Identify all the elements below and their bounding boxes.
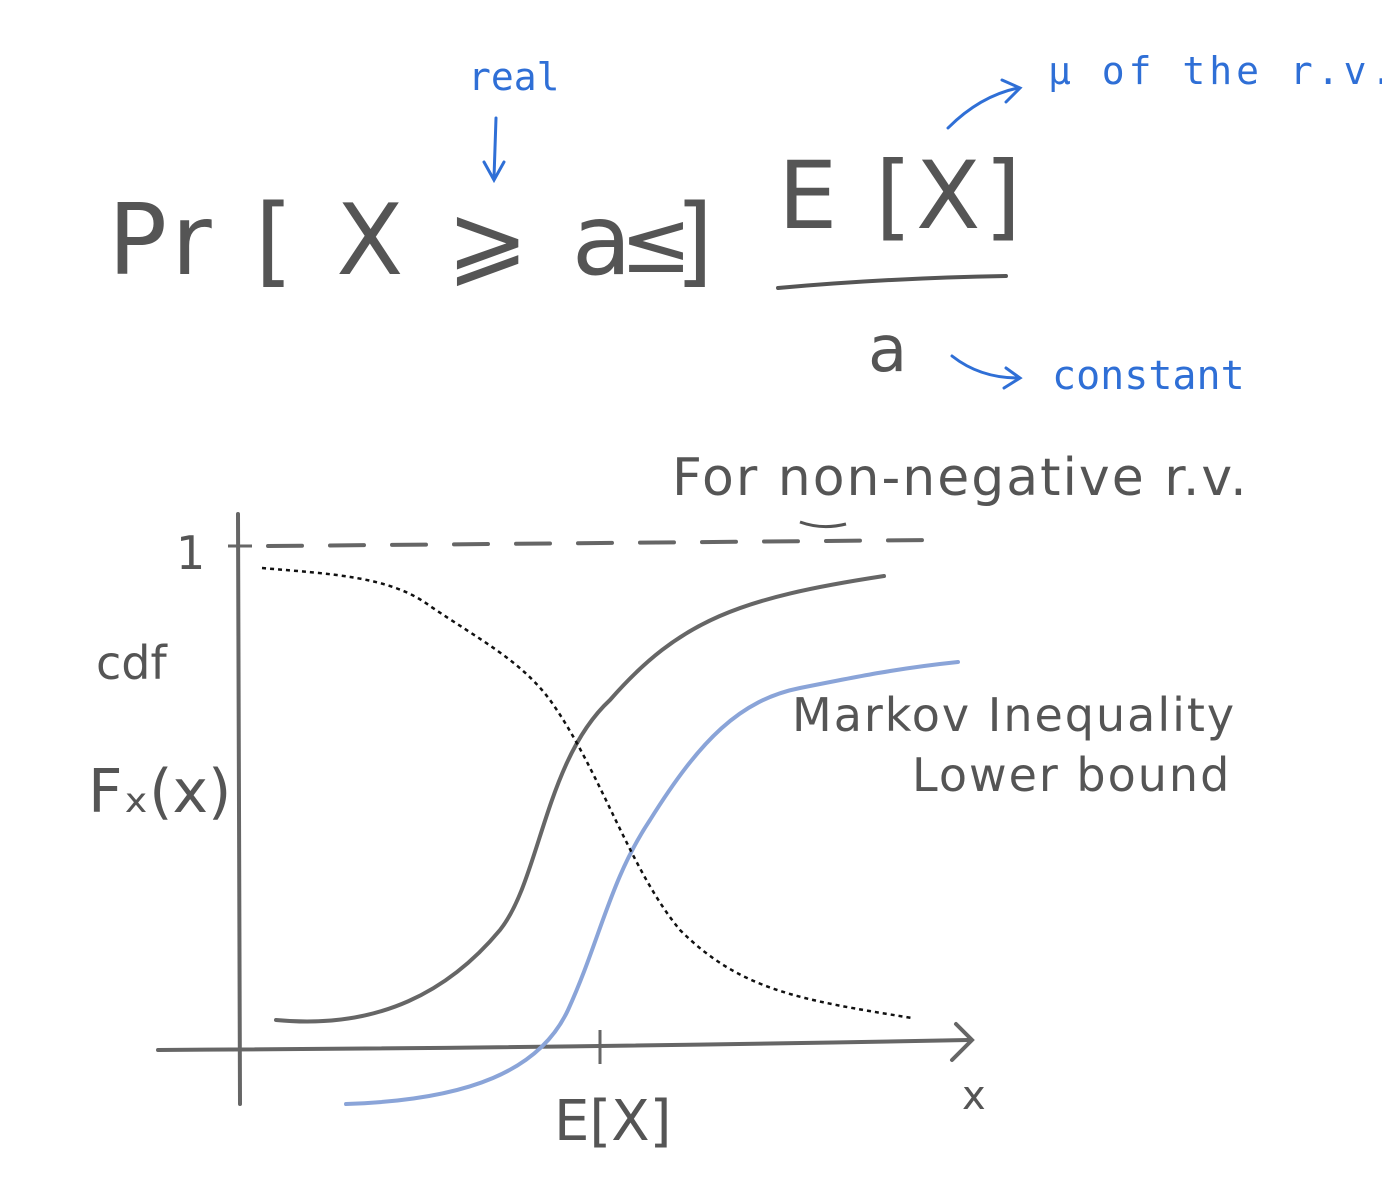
complement-dotted-curve [261, 566, 913, 1020]
annotation-mean: μ of the r.v. [1048, 49, 1382, 93]
annotation-constant: constant [1052, 353, 1245, 399]
x-axis-arrowhead-icon [950, 1022, 975, 1062]
y-axis-label-fx: Fₓ(x) [88, 757, 232, 827]
formula-relation: ≤ [620, 193, 693, 293]
condition-text: For non-negative r.v. [672, 448, 1249, 508]
x-axis [156, 1038, 970, 1052]
x-tick-label-mean: E[X] [554, 1089, 672, 1154]
cdf-limit-dashed-line [266, 538, 934, 548]
arrow-mean-icon [946, 78, 1023, 130]
y-axis [236, 512, 242, 1106]
y-axis-label-cdf: cdf [96, 636, 167, 690]
formula-denominator: a [868, 313, 908, 387]
underline-non [799, 520, 847, 529]
fraction-bar [776, 274, 1008, 290]
markov-lower-bound-curve [344, 660, 960, 1106]
curve-label-lower-bound: Lower bound [912, 748, 1232, 802]
x-axis-label: x [962, 1073, 986, 1119]
annotation-real: real [468, 55, 560, 99]
arrow-real-icon [482, 116, 506, 184]
y-tick-label-one: 1 [176, 526, 206, 580]
formula-lhs: Pr [ X ⩾ a ] [108, 184, 720, 298]
curve-label-markov: Markov Inequality [792, 688, 1237, 742]
cdf-curve [274, 574, 886, 1024]
arrow-constant-icon [950, 354, 1023, 390]
formula-numerator: E [X] [778, 142, 1026, 251]
